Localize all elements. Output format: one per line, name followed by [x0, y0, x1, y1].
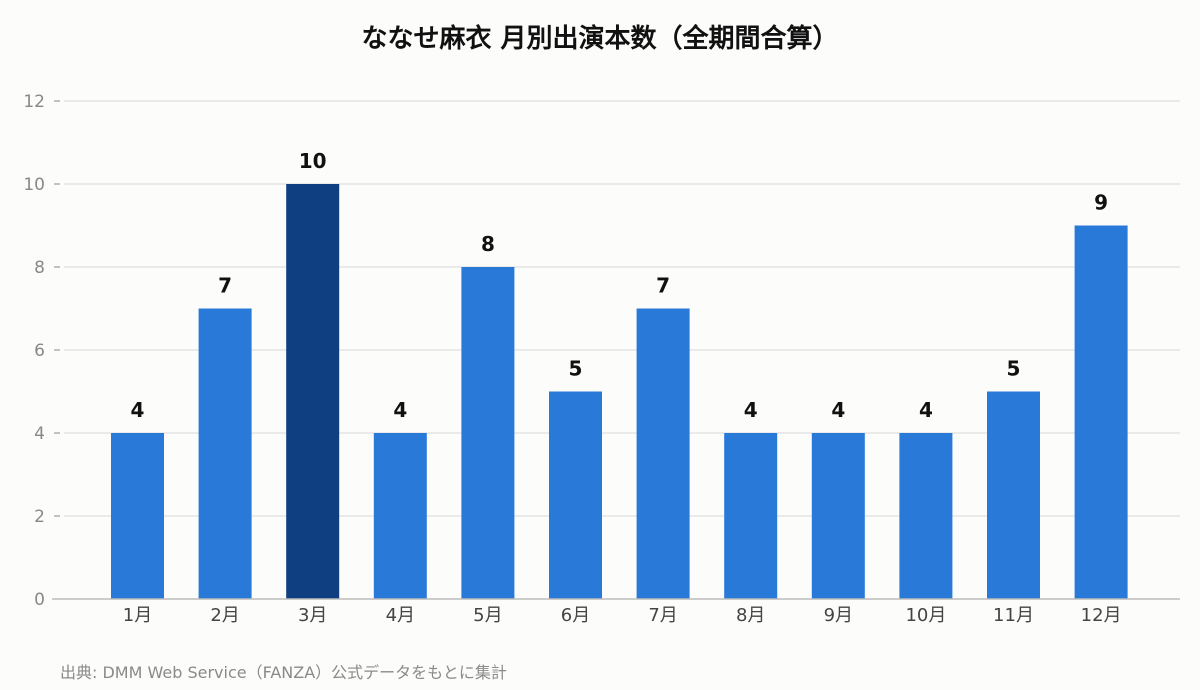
data-labels: 4 7 10 4 8 5 7 4 4 4 5 9 — [131, 149, 1109, 422]
data-label: 8 — [481, 232, 495, 256]
y-tick-label: 6 — [34, 341, 45, 361]
data-label: 4 — [744, 398, 758, 422]
x-tick-label: 1月 — [123, 605, 152, 626]
bar — [636, 308, 690, 599]
y-tick-label: 12 — [23, 92, 45, 112]
bar — [987, 391, 1040, 599]
chart-title: ななせ麻衣 月別出演本数（全期間合算） — [361, 24, 839, 54]
x-tick-label: 4月 — [386, 605, 415, 626]
data-label: 7 — [218, 274, 232, 298]
x-tick-label: 5月 — [473, 605, 502, 626]
data-label: 7 — [656, 274, 670, 298]
data-label: 5 — [569, 357, 583, 381]
bar — [1074, 225, 1128, 599]
data-label: 4 — [131, 398, 145, 422]
bars — [111, 184, 1128, 599]
data-label: 10 — [299, 149, 327, 173]
data-label: 5 — [1007, 357, 1021, 381]
bar — [373, 433, 427, 599]
x-tick-label: 2月 — [210, 605, 239, 626]
bar — [811, 433, 865, 599]
x-axis: 1月 2月 3月 4月 5月 6月 7月 8月 9月 10月 11月 12月 — [52, 598, 1180, 626]
bar — [111, 433, 164, 599]
y-tick-label: 10 — [23, 175, 45, 195]
bar — [461, 267, 515, 599]
bar — [198, 308, 252, 599]
data-label: 4 — [393, 398, 407, 422]
data-label: 4 — [919, 398, 933, 422]
bar — [286, 184, 340, 599]
x-tick-label: 12月 — [1081, 605, 1122, 626]
x-tick-label: 10月 — [905, 605, 946, 626]
x-tick-label: 11月 — [993, 605, 1034, 626]
y-axis: 0 2 4 6 8 10 12 — [23, 92, 60, 610]
x-tick-label: 8月 — [736, 605, 765, 626]
y-tick-label: 2 — [34, 507, 45, 527]
y-tick-label: 8 — [34, 258, 45, 278]
bar — [899, 433, 953, 599]
x-tick-label: 6月 — [561, 605, 590, 626]
data-label: 4 — [831, 398, 845, 422]
y-tick-label: 0 — [34, 590, 45, 610]
x-tick-label: 7月 — [648, 605, 677, 626]
bar — [724, 433, 778, 599]
y-tick-label: 4 — [34, 424, 45, 444]
x-tick-label: 9月 — [824, 605, 853, 626]
x-tick-label: 3月 — [298, 605, 327, 626]
source-note: 出典: DMM Web Service（FANZA）公式データをもとに集計 — [60, 663, 507, 682]
data-label: 9 — [1094, 191, 1108, 215]
bar — [549, 391, 602, 599]
